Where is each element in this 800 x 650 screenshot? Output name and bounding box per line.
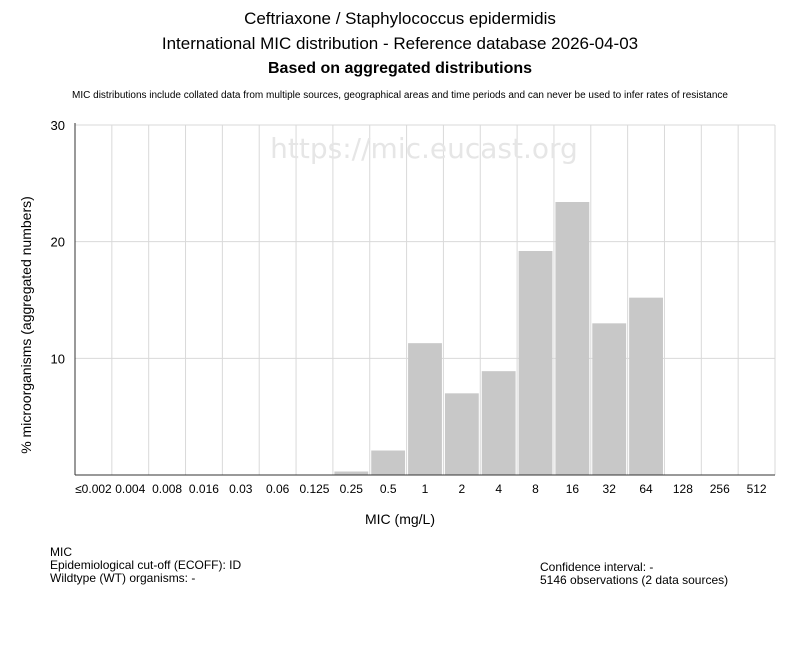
footer-left: MIC Epidemiological cut-off (ECOFF): ID … xyxy=(50,546,241,585)
chart-basis: Based on aggregated distributions xyxy=(267,60,533,77)
bar-1 xyxy=(408,343,442,475)
bar-0.5 xyxy=(371,450,406,475)
x-tick-label: 128 xyxy=(673,482,693,496)
x-tick-label: 512 xyxy=(747,482,767,496)
footer-mic-label: MIC xyxy=(50,545,72,559)
footer-right: Confidence interval: - 5146 observations… xyxy=(540,561,728,587)
watermark-text: https://mic.eucast.org xyxy=(270,132,578,165)
x-tick-label: 2 xyxy=(458,482,465,496)
x-tick-label: 0.25 xyxy=(340,482,364,496)
footer-ecoff: Epidemiological cut-off (ECOFF): ID xyxy=(50,558,242,572)
x-tick-label: 64 xyxy=(639,482,653,496)
x-tick-label: 0.03 xyxy=(229,482,253,496)
grid-lines xyxy=(75,124,776,475)
bar-8 xyxy=(518,251,553,475)
bars xyxy=(334,202,663,475)
x-tick-label: 0.016 xyxy=(189,482,219,496)
y-tick-label: 10 xyxy=(51,351,65,366)
tick-labels: 10 20 30 ≤0.002 0.004 0.008 0.016 0.03 0.06 0.125… xyxy=(51,118,767,496)
x-tick-label: 1 xyxy=(422,482,429,496)
footer-confidence: Confidence interval: - xyxy=(540,560,654,574)
axes xyxy=(74,123,775,476)
x-tick-label: 0.008 xyxy=(152,482,182,496)
y-tick-label: 30 xyxy=(51,118,65,133)
bar-4 xyxy=(481,371,516,475)
chart-title: Ceftriaxone / Staphylococcus epidermidis xyxy=(244,9,556,28)
x-tick-label: 4 xyxy=(495,482,502,496)
x-tick-label: 0.004 xyxy=(115,482,145,496)
x-axis-label: MIC (mg/L) xyxy=(365,511,435,527)
bar-16 xyxy=(555,202,590,475)
y-tick-label: 20 xyxy=(51,235,65,250)
footer-observations: 5146 observations (2 data sources) xyxy=(540,573,729,587)
bar-2 xyxy=(444,393,479,475)
bar-0.25 xyxy=(334,471,369,475)
mic-distribution-chart: https://mic.eucast.org 10 20 30 ≤0.002 0.004… xyxy=(18,118,776,527)
x-tick-label: ≤0.002 xyxy=(75,482,112,496)
x-tick-label: 32 xyxy=(603,482,617,496)
chart-subtitle: International MIC distribution - Referen… xyxy=(161,34,639,53)
x-tick-label: 0.06 xyxy=(266,482,290,496)
footer-wildtype: Wildtype (WT) organisms: - xyxy=(50,571,196,585)
bar-32 xyxy=(592,323,627,475)
chart-disclaimer: MIC distributions include collated data … xyxy=(72,90,728,101)
bar-64 xyxy=(629,297,663,475)
x-tick-label: 8 xyxy=(532,482,539,496)
x-tick-label: 256 xyxy=(710,482,730,496)
y-axis-label: % microorganisms (aggregated numbers) xyxy=(18,196,34,454)
x-tick-label: 16 xyxy=(566,482,580,496)
x-tick-label: 0.125 xyxy=(299,482,329,496)
x-tick-label: 0.5 xyxy=(380,482,397,496)
